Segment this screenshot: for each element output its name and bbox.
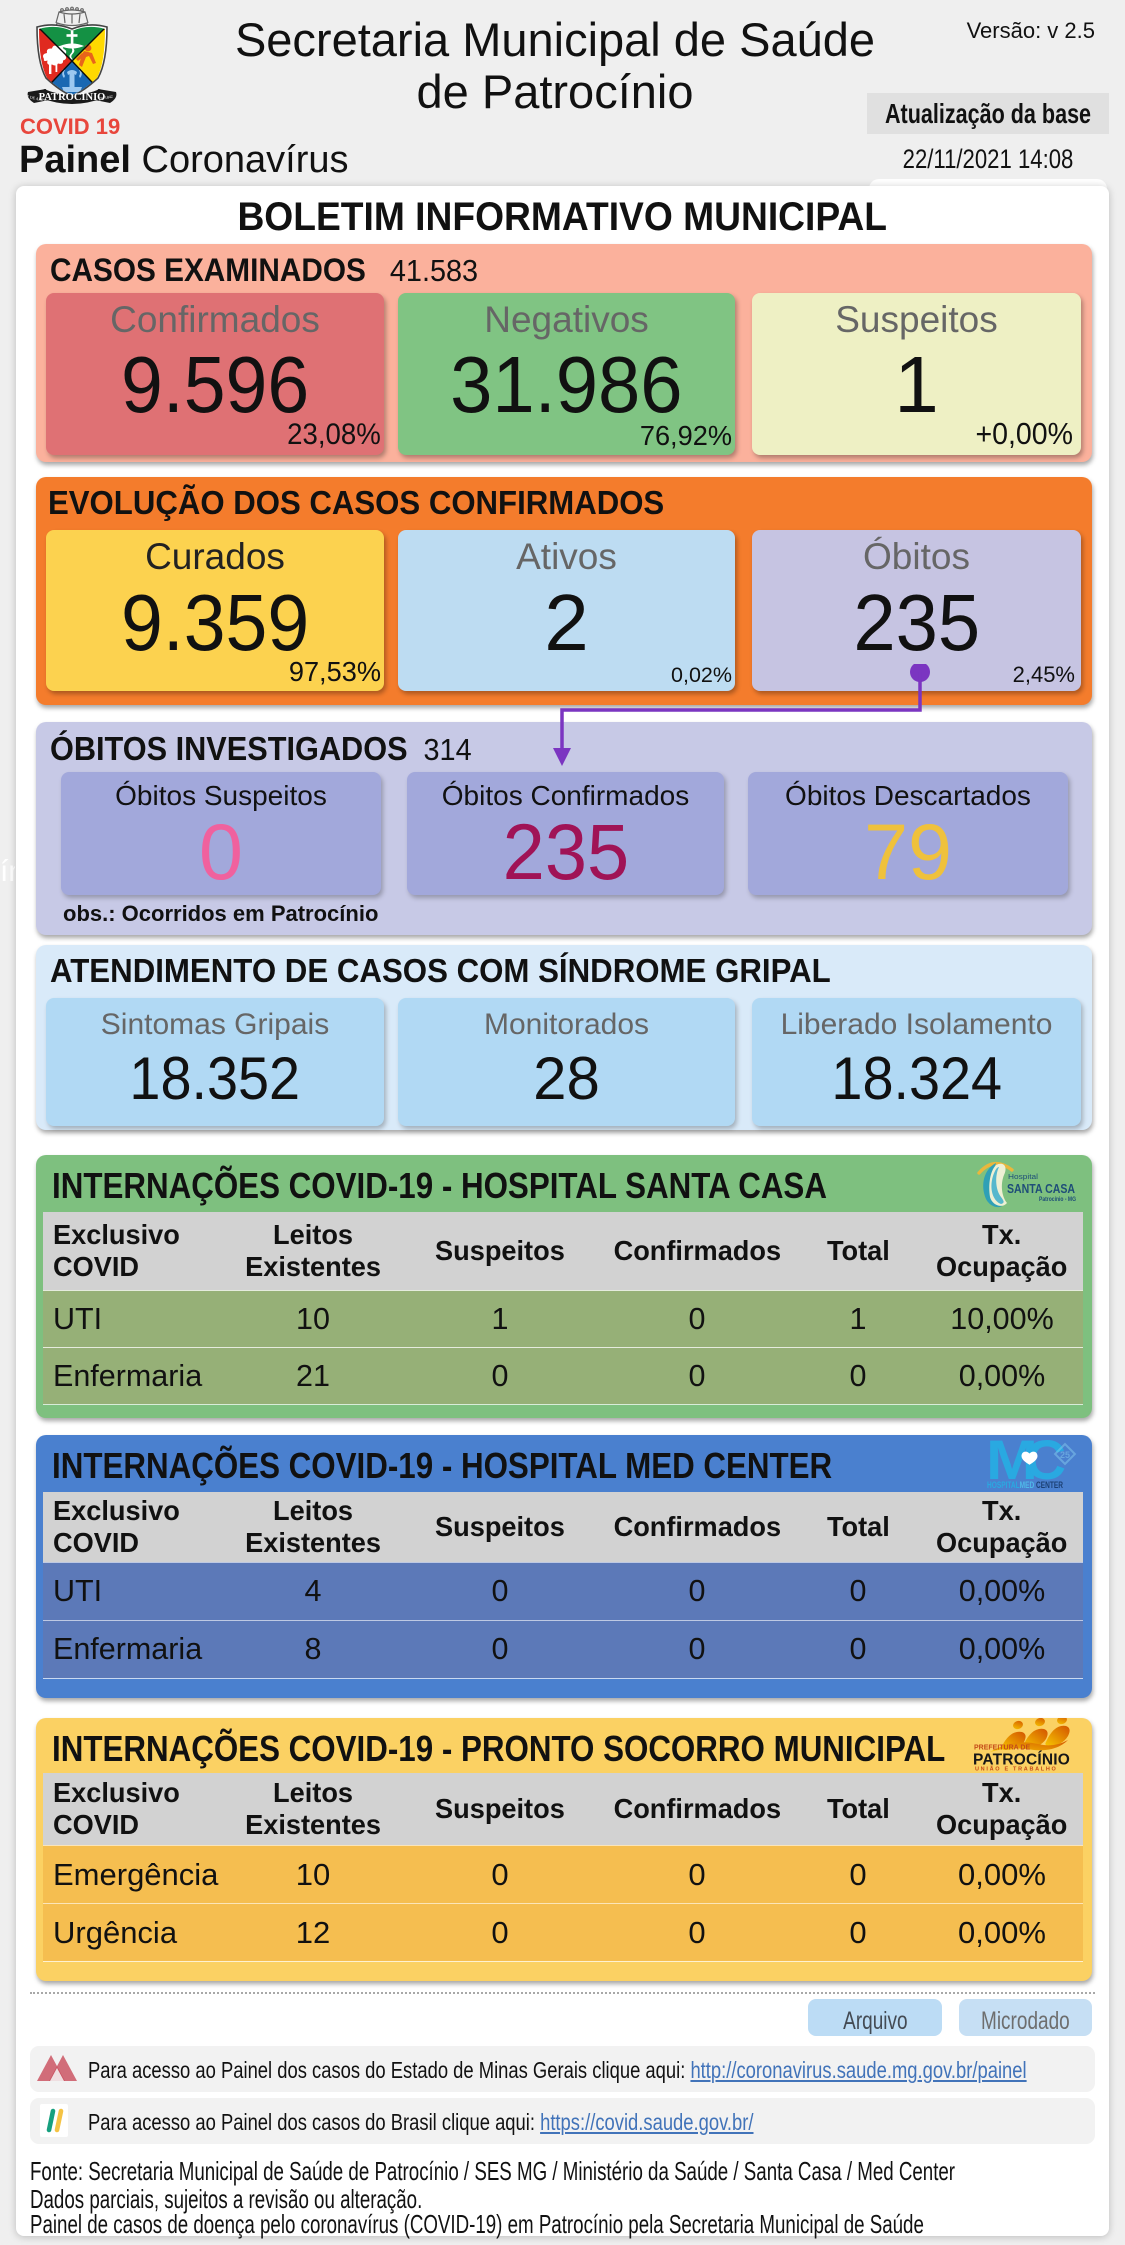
svg-text:7 DE ABRIL: 7 DE ABRIL <box>26 94 48 103</box>
svg-text:PREFEITURA DE: PREFEITURA DE <box>974 1745 1030 1752</box>
svg-text:UNIÃO E TRABALHO: UNIÃO E TRABALHO <box>975 1766 1058 1773</box>
svg-text:PATROCÍNIO: PATROCÍNIO <box>974 1752 1070 1769</box>
svg-text:25: 25 <box>1060 1450 1070 1460</box>
svg-text:Patrocínio - MG: Patrocínio - MG <box>1039 1196 1076 1203</box>
svg-text:PATROCÍNIO: PATROCÍNIO <box>39 91 106 103</box>
svg-text:HOSPITALMED CENTER: HOSPITALMED CENTER <box>987 1480 1063 1490</box>
svg-text:DE 1842: DE 1842 <box>98 94 113 102</box>
svg-text:Hospital: Hospital <box>1008 1174 1039 1181</box>
svg-text:SANTA CASA: SANTA CASA <box>1007 1182 1075 1196</box>
